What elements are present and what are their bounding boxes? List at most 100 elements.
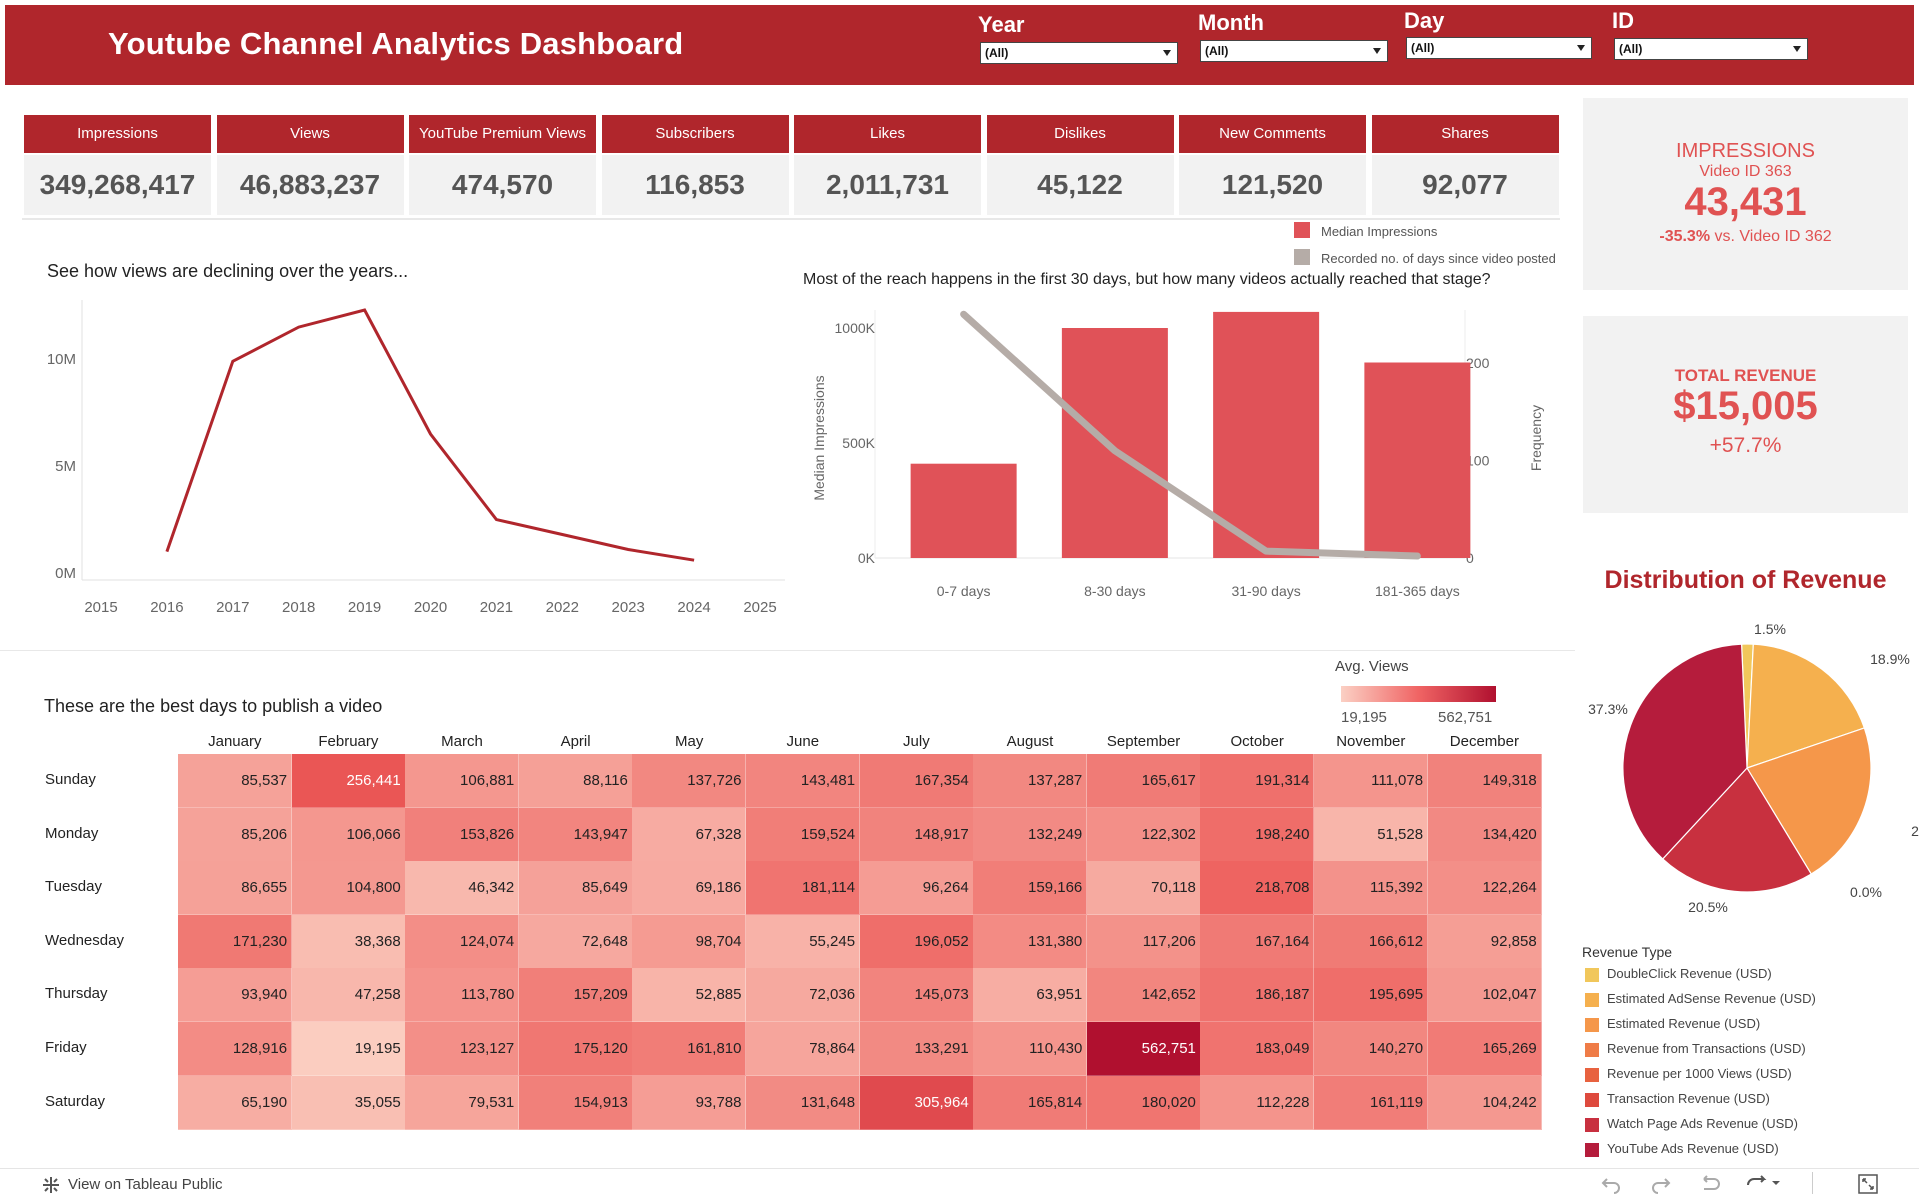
- heatmap-cell: 106,066: [291, 807, 406, 862]
- heatmap-cell: 153,826: [405, 807, 520, 862]
- reach-chart-title: Most of the reach happens in the first 3…: [803, 271, 1491, 288]
- revenue-legend-item[interactable]: Transaction Revenue (USD): [1585, 1091, 1770, 1107]
- chevron-down-icon: [1163, 50, 1171, 56]
- legend-swatch: [1585, 1117, 1599, 1132]
- heatmap-cell: 149,318: [1427, 754, 1542, 809]
- heatmap-cell: 128,916: [178, 1022, 293, 1077]
- category-tick-label: 0-7 days: [937, 583, 991, 599]
- legend-swatch: [1585, 992, 1599, 1007]
- heatmap-cell: 115,392: [1314, 861, 1429, 916]
- x-tick-label: 2023: [612, 599, 645, 616]
- kpi-value: 45,122: [986, 155, 1174, 215]
- heatmap-cell: 96,264: [859, 861, 974, 916]
- heatmap-cell: 165,617: [1086, 754, 1201, 809]
- section-divider: [0, 650, 1575, 651]
- heatmap-cell: 65,190: [178, 1075, 293, 1130]
- heatmap-cell: 143,947: [518, 807, 633, 862]
- heatmap-cell: 85,649: [518, 861, 633, 916]
- heatmap-row-label: Friday: [45, 1039, 87, 1056]
- heatmap-cell: 92,858: [1427, 914, 1542, 969]
- heatmap-cell: 133,291: [859, 1022, 974, 1077]
- kpi-label: Dislikes: [986, 115, 1174, 153]
- heatmap-cell: 134,420: [1427, 807, 1542, 862]
- heatmap-cell: 110,430: [973, 1022, 1088, 1077]
- redo-icon[interactable]: [1650, 1172, 1672, 1194]
- revenue-legend-item[interactable]: Watch Page Ads Revenue (USD): [1585, 1116, 1798, 1132]
- heatmap-column-label: October: [1230, 733, 1284, 750]
- heatmap-cell: 52,885: [632, 968, 747, 1023]
- revenue-legend-item[interactable]: DoubleClick Revenue (USD): [1585, 966, 1772, 982]
- heatmap-cell: 142,652: [1086, 968, 1201, 1023]
- heatmap-row-label: Wednesday: [45, 931, 124, 949]
- category-tick-label: 31-90 days: [1231, 583, 1300, 599]
- filter-id-label: ID: [1612, 8, 1634, 33]
- heatmap-cell: 122,302: [1086, 807, 1201, 862]
- heatmap-cell: 183,049: [1200, 1022, 1315, 1077]
- revert-icon[interactable]: [1699, 1172, 1721, 1194]
- view-on-tableau-link[interactable]: View on Tableau Public: [68, 1176, 223, 1193]
- heatmap-cell: 124,074: [405, 914, 520, 969]
- heatmap-cell: 131,648: [746, 1075, 861, 1130]
- y2-tick-label: 100: [1466, 453, 1490, 469]
- heatmap-column-label: April: [560, 733, 591, 750]
- kpi-divider: [22, 218, 1560, 220]
- x-tick-label: 2024: [677, 599, 710, 616]
- revenue-legend-item[interactable]: YouTube Ads Revenue (USD): [1585, 1141, 1779, 1157]
- views-line: [165, 308, 695, 562]
- kpi-value: 474,570: [409, 155, 596, 215]
- pie-slice-label: 18.9%: [1870, 651, 1910, 667]
- filter-year-value: (All): [985, 46, 1009, 60]
- pie-slice: [1622, 643, 1748, 860]
- heatmap-cell: 137,726: [632, 754, 747, 809]
- impressions-card-delta: -35.3% vs. Video ID 362: [1583, 228, 1908, 246]
- revenue-legend-item[interactable]: Estimated Revenue (USD): [1585, 1016, 1760, 1032]
- y-axis-title: Median Impressions: [811, 375, 827, 500]
- fullscreen-icon[interactable]: [1857, 1173, 1879, 1195]
- filter-day-select[interactable]: (All): [1406, 37, 1592, 59]
- revenue-legend-item[interactable]: Revenue per 1000 Views (USD): [1585, 1066, 1792, 1082]
- kpi-label: Views: [216, 115, 404, 153]
- impressions-card: [1583, 98, 1908, 290]
- kpi-label: Impressions: [24, 115, 211, 153]
- x-tick-label: 2022: [546, 599, 579, 616]
- x-tick-label: 2021: [480, 599, 513, 616]
- revenue-legend-item[interactable]: Estimated AdSense Revenue (USD): [1585, 991, 1816, 1007]
- heatmap-cell: 132,249: [973, 807, 1088, 862]
- footer-bar: [0, 1168, 1919, 1200]
- filter-day-label: Day: [1404, 8, 1445, 33]
- pie-slice: [1661, 767, 1813, 893]
- kpi-value: 46,883,237: [216, 155, 404, 215]
- revenue-legend-item[interactable]: Revenue from Transactions (USD): [1585, 1041, 1806, 1057]
- legend-swatch: [1585, 1042, 1599, 1057]
- heatmap-cell: 175,120: [518, 1022, 633, 1077]
- heatmap-cell: 165,269: [1427, 1022, 1542, 1077]
- median-impressions-bar: [1061, 328, 1168, 558]
- heatmap-legend-gradient: [1341, 686, 1496, 702]
- pie-slice-label: 0.0%: [1850, 884, 1882, 900]
- impressions-delta-text: vs. Video ID 362: [1710, 228, 1832, 245]
- median-impressions-bar: [1364, 362, 1471, 558]
- heatmap-column-label: January: [208, 733, 262, 750]
- undo-icon[interactable]: [1600, 1172, 1622, 1194]
- heatmap-cell: 154,913: [518, 1075, 633, 1130]
- filter-year-select[interactable]: (All): [980, 42, 1178, 64]
- legend-swatch: [1585, 1142, 1599, 1157]
- y-tick-label: 0M: [55, 565, 76, 582]
- filter-id-select[interactable]: (All): [1614, 38, 1808, 60]
- median-impressions-bar: [1213, 311, 1320, 558]
- heatmap-cell: 72,036: [746, 968, 861, 1023]
- filter-month-select[interactable]: (All): [1200, 40, 1388, 62]
- heatmap-column-label: March: [441, 733, 483, 750]
- chevron-down-icon: [1577, 45, 1585, 51]
- category-tick-label: 8-30 days: [1084, 583, 1145, 599]
- legend-label: YouTube Ads Revenue (USD): [1607, 1141, 1779, 1156]
- share-icon[interactable]: [1745, 1172, 1783, 1194]
- pie-slice-label: 1.5%: [1754, 621, 1786, 637]
- legend-swatch-median-impressions: [1294, 222, 1310, 238]
- kpi-label: Likes: [794, 115, 981, 153]
- revenue-legend-title: Revenue Type: [1582, 944, 1673, 960]
- heatmap-cell: 198,240: [1200, 807, 1315, 862]
- y-tick-label: 500K: [842, 435, 875, 451]
- heatmap-cell: 72,648: [518, 914, 633, 969]
- days-since-posted-line: [960, 310, 1421, 560]
